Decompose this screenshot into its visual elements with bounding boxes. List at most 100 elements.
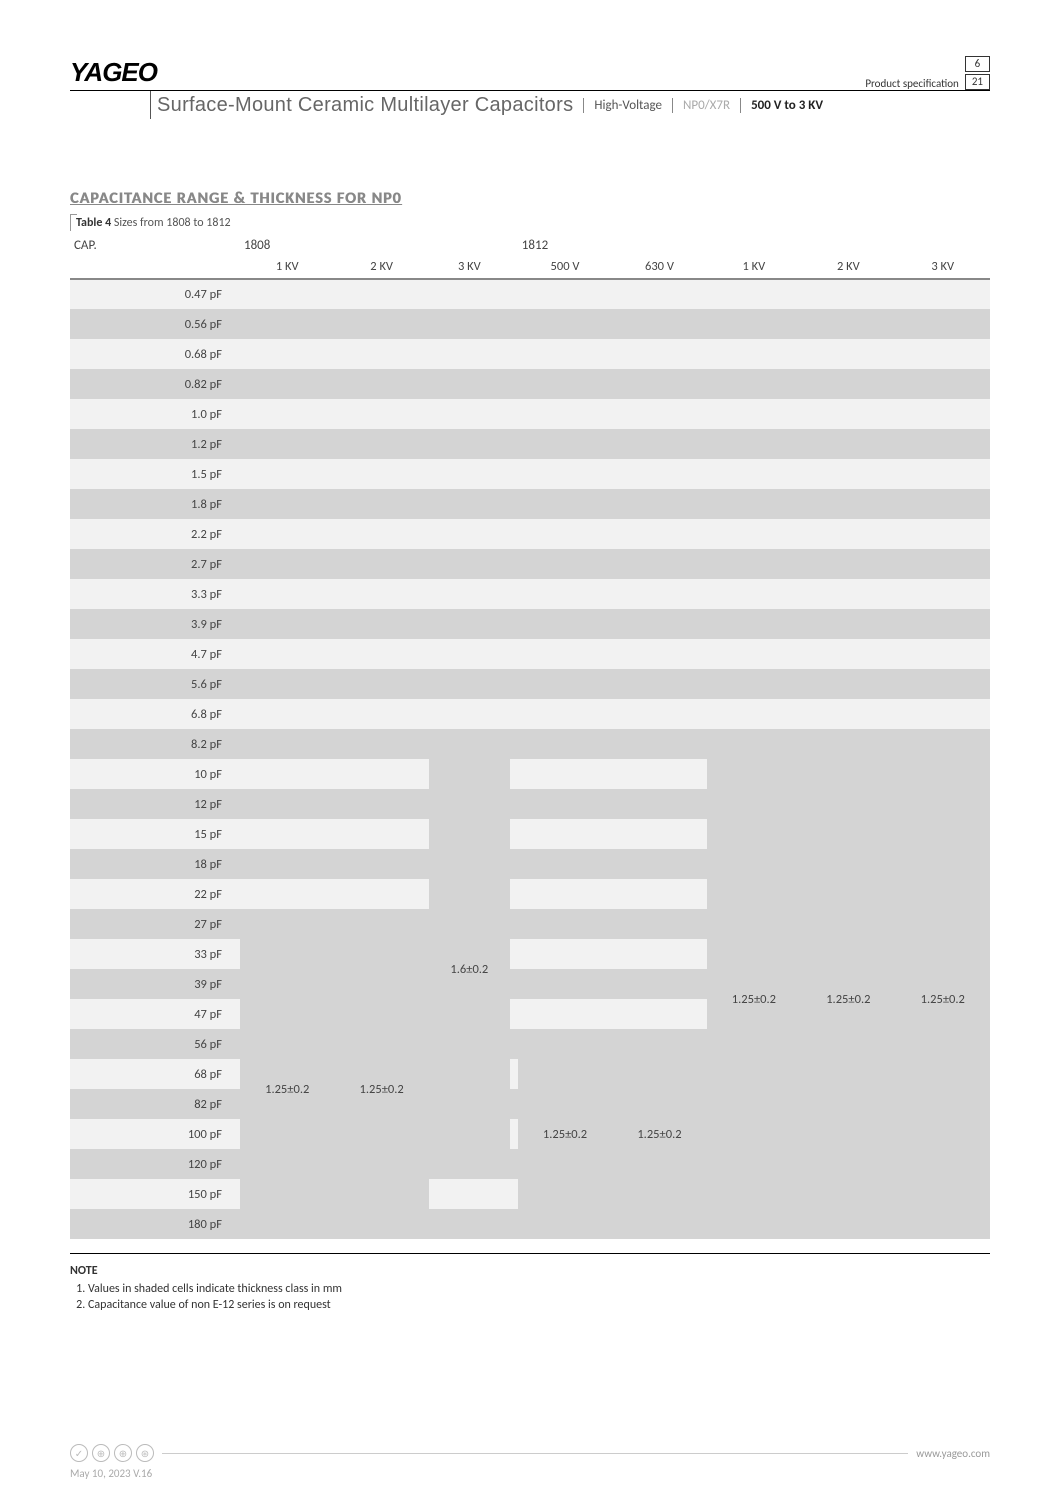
empty-cell — [612, 609, 706, 639]
empty-cell — [612, 639, 706, 669]
footer: ✓ ⊕ ⊕ ⊛ www.yageo.com — [70, 1444, 990, 1462]
empty-cell — [429, 429, 510, 459]
empty-cell — [612, 549, 706, 579]
empty-cell — [896, 669, 990, 699]
cap-value: 0.82 pF — [70, 369, 240, 399]
empty-cell — [612, 579, 706, 609]
empty-cell — [429, 309, 510, 339]
notes-title: NOTE — [70, 1264, 98, 1278]
empty-cell — [518, 909, 612, 939]
empty-cell — [334, 879, 428, 909]
empty-cell — [429, 369, 510, 399]
col-group-1808: 1808 — [240, 232, 510, 256]
cap-value: 1.5 pF — [70, 459, 240, 489]
empty-cell — [240, 339, 334, 369]
empty-cell — [429, 339, 510, 369]
empty-cell — [896, 369, 990, 399]
empty-cell — [612, 759, 706, 789]
empty-cell — [240, 519, 334, 549]
page-num: 6 — [965, 56, 990, 72]
col-1812-3kv: 3 KV — [896, 256, 990, 279]
cap-value: 27 pF — [70, 909, 240, 939]
empty-cell — [334, 699, 428, 729]
col-1808-2kv: 2 KV — [334, 256, 428, 279]
empty-cell — [518, 519, 612, 549]
empty-cell — [518, 879, 612, 909]
table-row: 3.3 pF — [70, 579, 990, 609]
empty-cell — [518, 759, 612, 789]
empty-cell — [334, 339, 428, 369]
empty-cell — [707, 309, 801, 339]
table-row: 2.7 pF — [70, 549, 990, 579]
empty-cell — [429, 669, 510, 699]
empty-cell — [707, 609, 801, 639]
empty-cell — [518, 309, 612, 339]
note-2: Capacitance value of non E-12 series is … — [88, 1298, 990, 1312]
cap-value: 0.56 pF — [70, 309, 240, 339]
note-1: Values in shaded cells indicate thicknes… — [88, 1282, 990, 1296]
empty-cell — [334, 369, 428, 399]
empty-cell — [801, 579, 895, 609]
empty-cell — [518, 279, 612, 309]
cap-value: 180 pF — [70, 1209, 240, 1239]
empty-cell — [896, 729, 990, 759]
empty-cell — [429, 459, 510, 489]
empty-cell — [429, 489, 510, 519]
table-row: 4.7 pF — [70, 639, 990, 669]
empty-cell — [612, 969, 706, 999]
empty-cell — [612, 399, 706, 429]
empty-cell — [801, 549, 895, 579]
empty-cell — [801, 669, 895, 699]
notes: NOTE Values in shaded cells indicate thi… — [70, 1264, 990, 1312]
empty-cell — [334, 849, 428, 879]
empty-cell — [518, 369, 612, 399]
empty-cell — [801, 609, 895, 639]
thickness-cell: 1.25±0.2 — [801, 759, 895, 1239]
cap-value: 6.8 pF — [70, 699, 240, 729]
empty-cell — [707, 549, 801, 579]
empty-cell — [801, 429, 895, 459]
logo: YAGEO — [70, 57, 157, 90]
empty-cell — [612, 519, 706, 549]
thickness-cell: 1.25±0.2 — [896, 759, 990, 1239]
cap-value: 68 pF — [70, 1059, 240, 1089]
empty-cell — [707, 429, 801, 459]
empty-cell — [801, 399, 895, 429]
empty-cell — [518, 549, 612, 579]
empty-cell — [707, 369, 801, 399]
empty-cell — [518, 459, 612, 489]
col-1808-3kv: 3 KV — [429, 256, 510, 279]
header-sub: Surface-Mount Ceramic Multilayer Capacit… — [150, 91, 990, 119]
empty-cell — [707, 729, 801, 759]
empty-cell — [334, 909, 428, 939]
table-row: 0.47 pF — [70, 279, 990, 309]
tag-high-voltage: High-Voltage — [583, 98, 672, 113]
empty-cell — [240, 279, 334, 309]
empty-cell — [707, 699, 801, 729]
cap-value: 2.7 pF — [70, 549, 240, 579]
empty-cell — [240, 579, 334, 609]
empty-cell — [801, 369, 895, 399]
empty-cell — [896, 519, 990, 549]
empty-cell — [518, 999, 612, 1029]
empty-cell — [518, 819, 612, 849]
cap-value: 15 pF — [70, 819, 240, 849]
tag-voltage-range: 500 V to 3 KV — [740, 98, 833, 113]
empty-cell — [240, 729, 334, 759]
header-bar: YAGEO Product specification 6 21 — [70, 56, 990, 91]
cap-value: 150 pF — [70, 1179, 240, 1209]
empty-cell — [801, 639, 895, 669]
cap-value: 1.2 pF — [70, 429, 240, 459]
empty-cell — [801, 459, 895, 489]
empty-cell — [518, 849, 612, 879]
empty-cell — [612, 429, 706, 459]
empty-cell — [518, 969, 612, 999]
empty-cell — [334, 759, 428, 789]
cap-value: 10 pF — [70, 759, 240, 789]
empty-cell — [896, 489, 990, 519]
thickness-cell: 1.25±0.2 — [518, 1029, 612, 1239]
empty-cell — [518, 399, 612, 429]
empty-cell — [240, 459, 334, 489]
empty-cell — [240, 819, 334, 849]
cap-value: 18 pF — [70, 849, 240, 879]
